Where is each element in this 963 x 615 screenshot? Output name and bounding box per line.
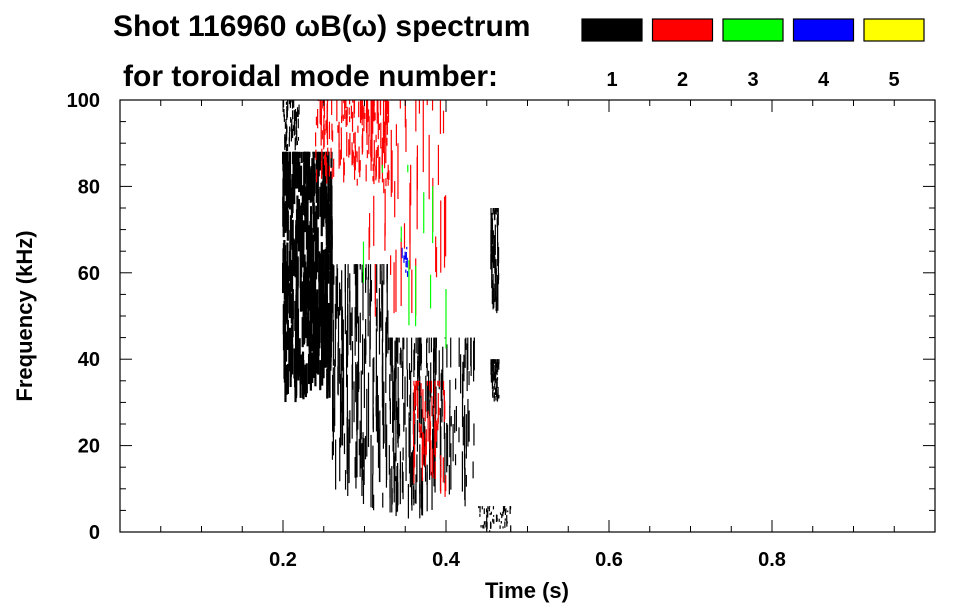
y-axis-label: Frequency (kHz) [12, 230, 37, 401]
x-tick-label: 0.4 [432, 549, 461, 571]
legend-label-mode-2: 2 [677, 69, 688, 91]
y-tick-label: 80 [78, 176, 100, 198]
legend-swatch-mode-1 [581, 18, 643, 42]
legend-swatch-mode-5 [863, 18, 925, 42]
chart-title-line2: for toroidal mode number: [123, 60, 498, 93]
legend-label-mode-1: 1 [606, 69, 617, 91]
legend: 1 2 3 4 5 [581, 18, 925, 91]
y-tick-label: 40 [78, 349, 100, 371]
x-tick-label: 0.2 [269, 549, 297, 571]
plot-frame [119, 99, 936, 533]
axis-ticks [120, 100, 935, 532]
legend-label-mode-3: 3 [747, 69, 758, 91]
x-tick-label: 0.8 [758, 549, 786, 571]
y-tick-label: 0 [89, 522, 100, 544]
chart-title-line1: Shot 116960 ωB(ω) spectrum [113, 10, 530, 43]
x-tick-label: 0.6 [595, 549, 623, 571]
legend-swatch-mode-2 [651, 18, 714, 42]
x-axis-label: Time (s) [485, 578, 569, 603]
legend-label-mode-4: 4 [818, 69, 830, 91]
y-tick-label: 60 [78, 263, 100, 285]
legend-swatch-mode-3 [722, 18, 784, 42]
legend-label-mode-5: 5 [888, 69, 899, 91]
legend-swatch-mode-4 [792, 18, 855, 42]
axis-tick-labels: 0.2 0.4 0.6 0.8 0 20 40 60 80 100 [67, 90, 786, 571]
spectrogram-marks [281, 100, 512, 532]
y-tick-label: 20 [78, 436, 100, 458]
y-tick-label: 100 [67, 90, 100, 112]
